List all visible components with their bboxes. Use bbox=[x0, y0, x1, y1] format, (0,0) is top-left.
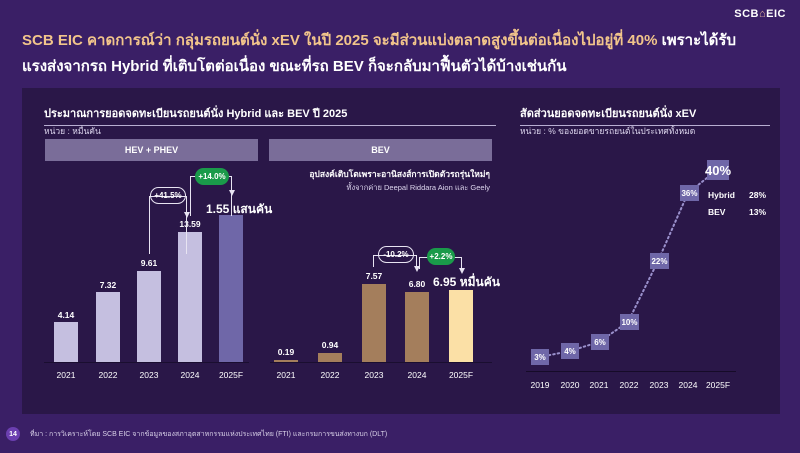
bev-bar-2024 bbox=[405, 292, 429, 362]
xev-breakdown-hybrid: Hybrid 28% bbox=[708, 190, 766, 200]
bev-note-headline: อุปสงค์เติบโตเพราะอานิสงส์การเปิดตัวรถรุ… bbox=[309, 169, 490, 179]
page-number-badge: 14 bbox=[6, 427, 20, 441]
hybrid-growth-2024-badge: +41.5% bbox=[150, 187, 186, 204]
hybrid-growth-2025-arrow-icon bbox=[228, 190, 235, 196]
bev-xtick-2022: 2022 bbox=[320, 370, 340, 380]
xev-xtick-2020: 2020 bbox=[560, 380, 580, 390]
bev-value-2024: 6.80 bbox=[408, 279, 426, 289]
bev-total-2025f: 6.95 หมื่นคัน bbox=[433, 275, 500, 289]
hybrid-bar-2024 bbox=[178, 232, 202, 362]
bev-growth-2024-badge: -10.2% bbox=[378, 246, 414, 263]
bev-bar-2025f bbox=[449, 290, 473, 362]
bev-growth-2024-arrow-icon bbox=[413, 266, 420, 272]
bev-value-2022: 0.94 bbox=[321, 340, 339, 350]
hybrid-growth-2025-badge: +14.0% bbox=[195, 168, 229, 185]
left-section-title: ประมาณการยอดจดทะเบียนรถยนต์นั่ง Hybrid แ… bbox=[44, 104, 496, 126]
xev-xtick-2021: 2021 bbox=[589, 380, 609, 390]
bev-note-detail: ทั้งจากค่าย Deepal Riddara Aion และ Geel… bbox=[346, 183, 490, 192]
scb-eic-logo: SCB⌂EIC bbox=[734, 8, 786, 20]
xev-point-2023: 22% bbox=[650, 253, 669, 269]
right-section-title: สัดส่วนยอดจดทะเบียนรถยนต์นั่ง xEV bbox=[520, 104, 770, 126]
xev-xtick-2022: 2022 bbox=[619, 380, 639, 390]
breakdown-hybrid-label: Hybrid bbox=[708, 190, 735, 200]
bev-bar-2023 bbox=[362, 284, 386, 362]
hybrid-value-2024: 13.59 bbox=[179, 219, 201, 229]
xev-point-2024: 36% bbox=[680, 185, 699, 201]
xev-breakdown-bev: BEV 13% bbox=[708, 207, 766, 217]
bev-xtick-2023: 2023 bbox=[364, 370, 384, 380]
hybrid-bar-2021 bbox=[54, 322, 78, 362]
hybrid-value-2021: 4.14 bbox=[57, 310, 75, 320]
breakdown-hybrid-value: 28% bbox=[748, 190, 766, 200]
xev-xtick-2019: 2019 bbox=[530, 380, 550, 390]
bev-xtick-2021: 2021 bbox=[276, 370, 296, 380]
hybrid-growth-2024-connector bbox=[149, 196, 187, 254]
hybrid-bar-2022 bbox=[96, 292, 120, 362]
bev-growth-2024-connector bbox=[373, 255, 417, 267]
hybrid-xtick-2023: 2023 bbox=[139, 370, 159, 380]
hybrid-bar-2023 bbox=[137, 271, 161, 362]
xev-point-2025f: 40% bbox=[705, 160, 731, 180]
hybrid-value-2022: 7.32 bbox=[99, 280, 117, 290]
xev-point-2022: 10% bbox=[620, 314, 639, 330]
bev-baseline bbox=[270, 362, 492, 363]
hybrid-growth-2024-arrow-icon bbox=[183, 212, 190, 218]
breakdown-bev-label: BEV bbox=[708, 207, 726, 217]
xev-point-2021: 6% bbox=[591, 334, 609, 350]
bev-growth-2025-arrow-icon bbox=[458, 268, 465, 274]
left-unit-label: หน่วย : หมื่นคัน bbox=[44, 126, 101, 136]
bev-category-header: BEV bbox=[269, 139, 492, 161]
right-unit-label: หน่วย : % ของยอดขายรถยนต์ในประเทศทั้งหมด bbox=[520, 126, 696, 136]
headline-text-1: เพราะได้รับ bbox=[657, 32, 737, 49]
bev-growth-2025-badge: +2.2% bbox=[427, 248, 455, 265]
xev-xtick-2025f: 2025F bbox=[705, 380, 731, 390]
bev-value-2023: 7.57 bbox=[365, 271, 383, 281]
hybrid-category-header: HEV + PHEV bbox=[45, 139, 258, 161]
hybrid-xtick-2021: 2021 bbox=[56, 370, 76, 380]
logo-eic: EIC bbox=[766, 8, 786, 20]
headline-highlight: SCB EIC คาดการณ์ว่า กลุ่มรถยนต์นั่ง xEV … bbox=[22, 32, 658, 49]
breakdown-bev-value: 13% bbox=[748, 207, 766, 217]
hybrid-xtick-2024: 2024 bbox=[180, 370, 200, 380]
logo-scb: SCB bbox=[734, 8, 759, 20]
hybrid-baseline bbox=[44, 362, 249, 363]
bev-bar-2022 bbox=[318, 353, 342, 362]
hybrid-bar-2025f bbox=[219, 215, 243, 362]
xev-baseline bbox=[526, 371, 736, 372]
hybrid-xtick-2025f: 2025F bbox=[218, 370, 244, 380]
logo-house-icon: ⌂ bbox=[759, 8, 767, 20]
xev-xtick-2023: 2023 bbox=[649, 380, 669, 390]
hybrid-total-2025f: 1.55 แสนคัน bbox=[206, 202, 273, 216]
bev-value-2021: 0.19 bbox=[277, 347, 295, 357]
xev-point-2020: 4% bbox=[561, 343, 579, 359]
xev-xtick-2024: 2024 bbox=[678, 380, 698, 390]
hybrid-value-2023: 9.61 bbox=[140, 258, 158, 268]
bev-xtick-2024: 2024 bbox=[407, 370, 427, 380]
xev-point-2019: 3% bbox=[531, 349, 549, 365]
source-note: ที่มา : การวิเคราะห์โดย SCB EIC จากข้อมู… bbox=[30, 431, 388, 438]
bev-bar-2021 bbox=[274, 360, 298, 362]
page-headline: SCB EIC คาดการณ์ว่า กลุ่มรถยนต์นั่ง xEV … bbox=[22, 28, 782, 80]
headline-text-2: แรงส่งจากรถ Hybrid ที่เติบโตต่อเนื่อง ขณ… bbox=[22, 58, 567, 75]
bev-xtick-2025f: 2025F bbox=[448, 370, 474, 380]
hybrid-xtick-2022: 2022 bbox=[98, 370, 118, 380]
